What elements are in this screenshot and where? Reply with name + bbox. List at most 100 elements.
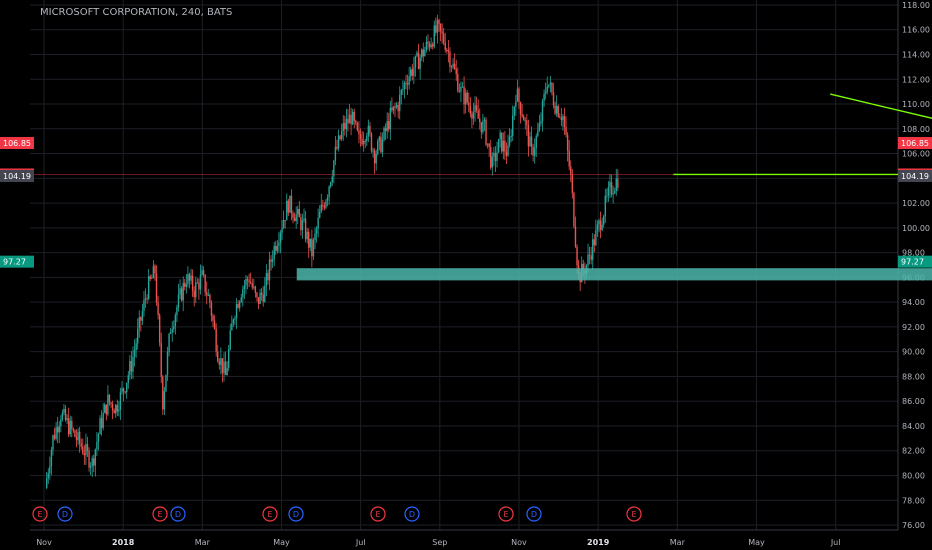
candle-body xyxy=(127,375,129,383)
candle-body xyxy=(424,49,426,57)
candle-body xyxy=(163,391,166,410)
candle-body xyxy=(328,186,330,198)
candle-body xyxy=(573,192,575,227)
candle-body xyxy=(411,69,413,76)
candle-body xyxy=(494,152,497,161)
candle-body xyxy=(218,361,220,365)
event-marker-label: D xyxy=(293,510,299,519)
candle-body xyxy=(490,147,492,168)
candle-body xyxy=(386,121,388,132)
candle-body xyxy=(232,319,235,324)
candle-body xyxy=(598,220,600,225)
candle-body xyxy=(223,361,225,374)
candle-body xyxy=(356,122,359,131)
event-marker xyxy=(498,506,514,522)
candle-body xyxy=(331,176,333,183)
candle-body xyxy=(527,125,530,147)
candle-body xyxy=(215,328,217,352)
candle-body xyxy=(609,182,611,188)
candle-body xyxy=(538,123,541,131)
candle-body xyxy=(254,286,257,293)
candle-body xyxy=(457,74,459,92)
candle-body xyxy=(613,190,616,194)
candle-body xyxy=(173,326,175,330)
candle-body xyxy=(155,273,158,303)
candle-body xyxy=(526,120,528,126)
event-marker xyxy=(262,506,278,522)
candle-body xyxy=(52,435,54,451)
candle-body xyxy=(323,206,326,208)
candle-body xyxy=(366,136,368,142)
event-marker-label: E xyxy=(37,510,42,519)
x-tick-label: Nov xyxy=(36,538,52,547)
candle-body xyxy=(442,33,445,43)
candle-body xyxy=(524,120,526,122)
candle-body xyxy=(399,94,401,112)
candle-body xyxy=(576,246,578,266)
candle-body xyxy=(319,211,321,218)
candle-body xyxy=(224,361,227,376)
candle-body xyxy=(47,473,49,479)
candle-body xyxy=(187,274,189,285)
candle-body xyxy=(72,428,75,431)
candle-body xyxy=(284,219,286,221)
candle-body xyxy=(433,25,435,47)
candle-body xyxy=(293,218,296,222)
candle-body xyxy=(61,412,64,420)
x-tick-label: Jul xyxy=(830,538,841,547)
candle-body xyxy=(519,102,522,115)
candle-body xyxy=(427,41,429,44)
candle-body xyxy=(66,418,68,421)
candle-body xyxy=(85,443,87,456)
candle-body xyxy=(518,88,520,103)
y-tick-label: 86.00 xyxy=(902,397,925,406)
candle-body xyxy=(384,127,387,132)
candle-body xyxy=(102,412,104,428)
candle-body xyxy=(482,120,484,133)
candle-body xyxy=(275,245,277,251)
candle-body xyxy=(430,44,432,48)
candle-body xyxy=(325,200,327,208)
candle-body xyxy=(435,25,437,33)
price-marker-left xyxy=(0,169,34,182)
candle-body xyxy=(306,231,308,240)
candle-body xyxy=(126,382,128,393)
candle-body xyxy=(301,220,304,231)
candle-body xyxy=(571,174,574,193)
candle-body xyxy=(45,478,48,488)
candle-body xyxy=(458,91,461,93)
candle-body xyxy=(447,50,450,52)
price-marker-right-label: 104.19 xyxy=(901,172,929,181)
candle-body xyxy=(193,290,195,298)
candle-body xyxy=(444,42,446,51)
candle-body xyxy=(529,136,531,147)
candle-body xyxy=(596,224,599,230)
candle-body xyxy=(375,153,377,164)
candle-body xyxy=(615,178,617,191)
candle-body xyxy=(292,213,294,219)
candle-body xyxy=(530,136,533,147)
candle-body xyxy=(475,105,478,111)
y-tick-label: 114.00 xyxy=(902,50,930,59)
event-marker-label: E xyxy=(503,510,508,519)
candle-body xyxy=(174,315,177,327)
candle-body xyxy=(533,148,536,156)
candle-body xyxy=(99,418,101,435)
candle-body xyxy=(405,82,407,84)
candle-body xyxy=(402,89,404,91)
candle-body xyxy=(505,151,508,156)
candle-body xyxy=(242,289,244,298)
candle-body xyxy=(541,100,544,122)
price-marker-right-label: 106.85 xyxy=(901,139,929,148)
candle-body xyxy=(554,105,556,114)
candle-body xyxy=(486,143,489,145)
candle-body xyxy=(138,317,140,329)
candle-body xyxy=(265,273,268,286)
candle-body xyxy=(234,318,236,320)
candle-body xyxy=(479,118,481,123)
price-marker-left xyxy=(0,137,34,150)
candle-body xyxy=(562,116,564,121)
y-tick-label: 88.00 xyxy=(902,372,925,381)
candle-body xyxy=(377,141,379,154)
